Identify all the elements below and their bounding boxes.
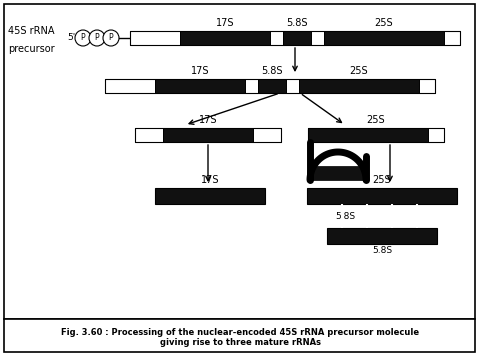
Bar	[155, 188, 265, 204]
Circle shape	[89, 30, 105, 46]
Bar	[163, 128, 253, 142]
Text: 17S: 17S	[201, 175, 219, 185]
Bar	[4, 4, 475, 319]
Text: P: P	[95, 33, 99, 42]
Bar	[155, 79, 245, 93]
Text: 17S: 17S	[191, 66, 209, 76]
Circle shape	[103, 30, 119, 46]
Text: 45S rRNA: 45S rRNA	[8, 26, 55, 36]
Bar	[105, 79, 435, 93]
Bar	[258, 79, 286, 93]
Bar	[105, 79, 155, 93]
Bar	[419, 79, 435, 93]
Text: 25S: 25S	[367, 115, 385, 125]
Bar	[135, 128, 163, 142]
Bar	[428, 128, 444, 142]
Bar	[245, 79, 258, 93]
Bar	[308, 128, 428, 142]
Text: 5.8S: 5.8S	[335, 212, 355, 221]
Bar	[308, 128, 444, 142]
Bar	[299, 79, 419, 93]
Bar	[327, 228, 437, 244]
Bar	[312, 166, 368, 180]
Bar	[307, 188, 457, 204]
Text: precursor: precursor	[8, 44, 55, 54]
Text: 25S: 25S	[372, 175, 391, 185]
Text: 25S: 25S	[350, 66, 368, 76]
Bar	[4, 319, 475, 352]
Text: 5.8S: 5.8S	[372, 246, 392, 255]
Bar	[444, 31, 460, 45]
Text: 17S: 17S	[216, 18, 234, 28]
Bar	[324, 31, 444, 45]
Text: 5.8S: 5.8S	[286, 18, 308, 28]
Bar	[130, 31, 180, 45]
Bar	[311, 31, 324, 45]
Circle shape	[75, 30, 91, 46]
Bar	[180, 31, 270, 45]
Text: P: P	[81, 33, 85, 42]
Text: 5': 5'	[68, 33, 76, 42]
Bar	[135, 128, 281, 142]
Text: 5.8S: 5.8S	[261, 66, 283, 76]
Bar	[253, 128, 281, 142]
Bar	[270, 31, 283, 45]
Text: Fig. 3.60 : Processing of the nuclear-encoded 45S rRNA precursor molecule
giving: Fig. 3.60 : Processing of the nuclear-en…	[61, 328, 419, 347]
Text: 25S: 25S	[375, 18, 393, 28]
Bar	[130, 31, 460, 45]
Text: 17S: 17S	[199, 115, 217, 125]
Bar	[286, 79, 299, 93]
Bar	[283, 31, 311, 45]
Text: P: P	[108, 33, 113, 42]
